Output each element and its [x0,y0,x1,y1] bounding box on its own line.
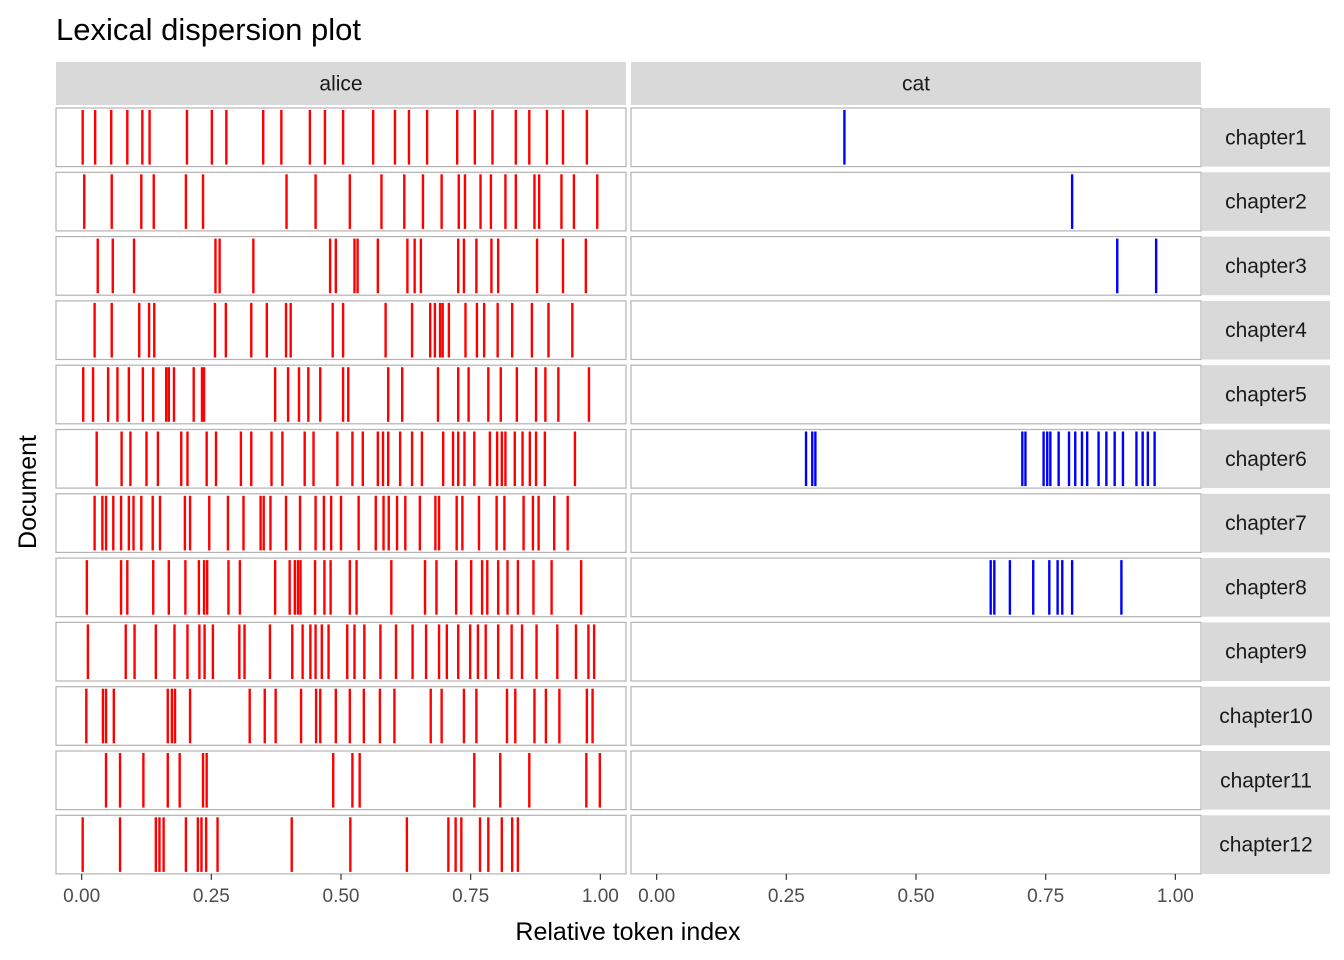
row-strip-chapter4 [1202,300,1330,360]
panel-cat-chapter7 [630,493,1202,553]
row-strip-chapter12 [1202,815,1330,874]
row-strip-chapter6 [1202,429,1330,489]
row-strips: chapter1 chapter2 chapter3 chapter4 chapter5… [1202,108,1330,874]
facet-strip-cat [631,62,1201,105]
x-axes: 0.00 0.25 0.50 0.75 1.00 0.00 0.25 0.50 0.75 1.00 [63,873,1194,907]
x-tick-label-cat-1: 0.25 [768,886,805,907]
panel-alice-chapter12 [55,814,627,875]
panel-alice-chapter8 [55,557,627,618]
panel-cat-chapter5 [630,364,1202,425]
row-label-chapter2: chapter2 [1225,191,1307,214]
panel-cat-chapter3 [630,236,1202,296]
y-axis-title: Document [14,435,42,549]
panel-cat-chapter12 [630,814,1202,875]
row-label-chapter11: chapter11 [1220,769,1312,792]
row-strip-chapter10 [1202,686,1330,746]
row-label-chapter5: chapter5 [1225,384,1307,407]
chart-title: Lexical dispersion plot [56,12,361,47]
row-label-chapter7: chapter7 [1225,512,1307,535]
dispersion-marks [81,110,1158,872]
x-axis-title: Relative token index [515,918,741,946]
row-strip-chapter1 [1202,108,1330,167]
row-strip-chapter11 [1202,751,1330,810]
row-strip-chapter5 [1202,365,1330,424]
row-label-chapter6: chapter6 [1225,448,1307,471]
panel-alice-chapter11 [55,750,627,811]
panel-alice-chapter1 [55,107,627,168]
row-label-chapter1: chapter1 [1225,126,1307,149]
x-tick-label-alice-2: 0.50 [323,886,360,907]
x-tick-label-cat-0: 0.00 [638,886,675,907]
panel-alice-chapter5 [55,364,627,425]
panel-alice-chapter4 [55,300,627,361]
row-strip-chapter3 [1202,236,1330,296]
facet-strips: alice cat [56,62,1201,105]
facet-strip-alice [56,62,626,105]
panel-cat-chapter4 [630,300,1202,361]
panel-cat-chapter8 [630,557,1202,618]
row-strip-chapter9 [1202,622,1330,681]
x-tick-label-cat-2: 0.50 [898,886,935,907]
facet-label-alice: alice [319,73,362,96]
row-label-chapter12: chapter12 [1219,834,1312,857]
row-strip-chapter7 [1202,493,1330,553]
panel-cat-chapter11 [630,750,1202,811]
x-tick-label-alice-4: 1.00 [582,886,619,907]
x-tick-label-alice-0: 0.00 [63,886,100,907]
panel-alice-chapter6 [55,428,627,489]
panel-cat-chapter10 [630,686,1202,746]
x-tick-label-cat-3: 0.75 [1027,886,1064,907]
x-tick-label-cat-4: 1.00 [1157,886,1194,907]
row-strip-chapter2 [1202,172,1330,231]
facet-panels [55,107,1202,875]
panel-cat-chapter1 [630,107,1202,168]
panel-cat-chapter9 [630,621,1202,682]
row-label-chapter9: chapter9 [1225,641,1307,664]
row-label-chapter3: chapter3 [1225,255,1307,278]
panel-alice-chapter9 [55,621,627,682]
row-label-chapter4: chapter4 [1225,319,1307,342]
row-label-chapter8: chapter8 [1225,576,1307,599]
x-tick-label-alice-1: 0.25 [193,886,230,907]
facet-label-cat: cat [902,73,930,96]
x-tick-label-alice-3: 0.75 [452,886,489,907]
panel-alice-chapter2 [55,171,627,232]
panel-alice-chapter10 [55,686,627,746]
panel-alice-chapter3 [55,236,627,296]
panel-cat-chapter2 [630,171,1202,232]
row-strip-chapter8 [1202,558,1330,617]
row-label-chapter10: chapter10 [1219,705,1312,728]
